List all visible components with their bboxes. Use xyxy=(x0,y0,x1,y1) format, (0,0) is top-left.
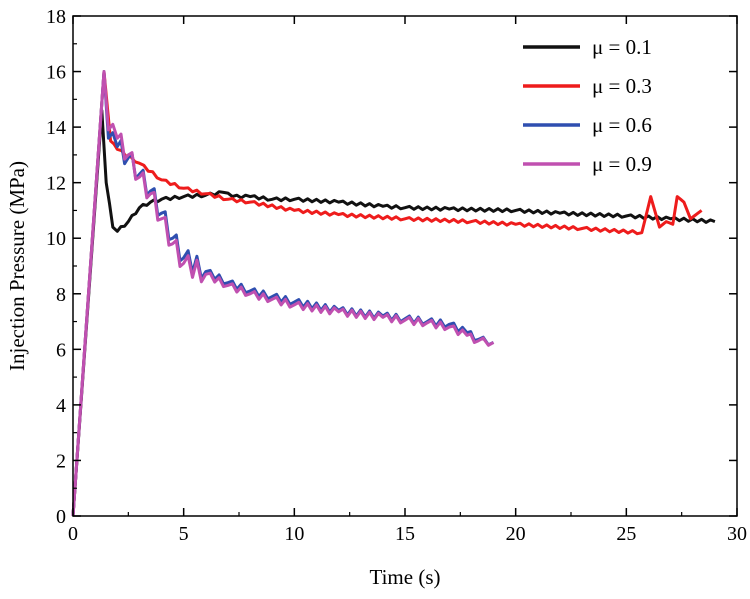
x-tick-label: 15 xyxy=(395,523,415,545)
x-tick-label: 25 xyxy=(616,523,636,545)
x-tick-label: 5 xyxy=(179,523,189,545)
y-tick-label: 2 xyxy=(56,450,66,472)
y-tick-label: 6 xyxy=(56,339,66,361)
legend-label: μ = 0.9 xyxy=(592,152,652,176)
y-tick-label: 16 xyxy=(46,62,66,84)
legend-label: μ = 0.6 xyxy=(592,113,652,137)
axis-ticks: 0 5 10 15 20 25 30 0 2 4 6 8 10 12 14 16 18 xyxy=(46,6,747,545)
legend: μ = 0.1 μ = 0.3 μ = 0.6 μ = 0.9 xyxy=(523,35,652,176)
y-axis-label: Injection Pressure (MPa) xyxy=(5,161,29,371)
series-line-4 xyxy=(71,70,495,517)
y-tick-label: 10 xyxy=(46,228,66,250)
y-tick-label: 8 xyxy=(56,284,66,306)
y-tick-label: 12 xyxy=(46,173,66,195)
series-line-3 xyxy=(71,70,495,517)
x-tick-label: 0 xyxy=(68,523,78,545)
x-tick-label: 30 xyxy=(727,523,747,545)
y-tick-label: 18 xyxy=(46,6,66,28)
x-tick-label: 20 xyxy=(506,523,526,545)
x-axis-label: Time (s) xyxy=(370,565,441,589)
series-line-2 xyxy=(71,70,703,517)
series-layer xyxy=(71,70,716,517)
legend-label: μ = 0.1 xyxy=(592,35,652,59)
x-tick-label: 10 xyxy=(284,523,304,545)
series-line-1 xyxy=(71,108,716,517)
y-tick-label: 14 xyxy=(46,117,66,139)
y-tick-label: 0 xyxy=(56,506,66,528)
y-tick-label: 4 xyxy=(56,395,66,417)
legend-label: μ = 0.3 xyxy=(592,74,652,98)
